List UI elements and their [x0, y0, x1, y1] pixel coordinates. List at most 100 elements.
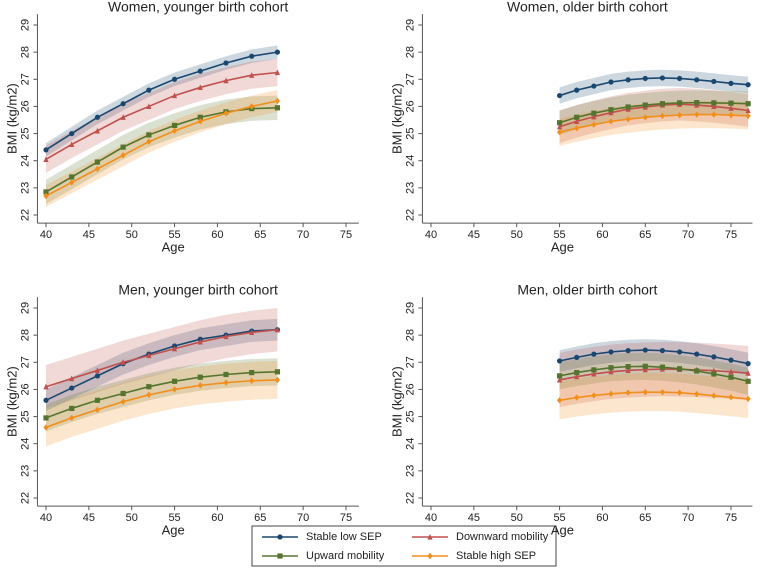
chart-title: Women, older birth cohort [507, 0, 668, 15]
marker [249, 377, 255, 384]
x-tick-label: 65 [254, 512, 266, 524]
marker [274, 69, 281, 76]
y-tick-label: 28 [19, 329, 31, 341]
marker [728, 368, 734, 375]
x-tick-label: 45 [83, 229, 95, 241]
marker [659, 75, 666, 81]
marker [591, 370, 597, 377]
marker [694, 351, 700, 357]
marker [556, 376, 563, 383]
confidence-band [559, 373, 749, 420]
y-tick-label: 26 [404, 383, 416, 395]
legend-marker [277, 534, 283, 540]
marker [591, 351, 597, 357]
marker [574, 87, 580, 93]
marker [274, 369, 281, 375]
marker [146, 352, 152, 359]
marker [69, 414, 75, 422]
x-axis-label: Age [162, 240, 185, 255]
x-tick-label: 70 [682, 229, 694, 241]
y-tick-label: 25 [404, 127, 416, 139]
marker [591, 83, 597, 89]
marker [197, 118, 203, 125]
marker [591, 110, 597, 116]
y-tick-label: 24 [404, 155, 416, 167]
marker [728, 394, 734, 401]
y-tick-label: 28 [19, 46, 31, 58]
marker [223, 60, 229, 66]
x-axis-label: Age [551, 240, 574, 255]
x-tick-label: 70 [682, 512, 694, 524]
series-line [559, 349, 749, 365]
chart-title: Women, younger birth cohort [108, 0, 288, 15]
marker [223, 379, 229, 386]
y-tick-label: 23 [404, 182, 416, 194]
legend-label: Downward mobility [456, 531, 549, 543]
x-tick-label: 50 [511, 512, 523, 524]
y-tick-label: 29 [19, 19, 31, 31]
marker [69, 375, 75, 382]
y-tick-label: 29 [19, 302, 31, 314]
marker [711, 354, 717, 360]
y-tick-label: 24 [19, 155, 31, 167]
y-tick-label: 24 [19, 438, 31, 450]
legend-label: Stable high SEP [456, 550, 536, 562]
x-tick-label: 70 [297, 229, 309, 241]
series-line [45, 328, 278, 388]
series-line [45, 328, 278, 402]
y-tick-label: 22 [19, 209, 31, 221]
y-tick-label: 27 [19, 356, 31, 368]
legend-marker [277, 553, 283, 559]
marker [728, 357, 734, 363]
marker [556, 92, 563, 99]
marker [146, 384, 152, 390]
y-tick-label: 22 [19, 492, 31, 504]
confidence-band [559, 341, 749, 408]
marker [745, 82, 751, 88]
marker [642, 347, 648, 353]
marker [694, 77, 700, 83]
marker [69, 141, 75, 148]
confidence-band [46, 360, 278, 447]
y-tick-label: 23 [19, 182, 31, 194]
marker [223, 371, 229, 378]
marker [745, 370, 751, 376]
marker [728, 105, 734, 111]
series-line [45, 71, 278, 161]
marker [728, 80, 734, 86]
series-line [559, 103, 749, 128]
marker [745, 101, 751, 107]
marker [694, 390, 700, 398]
confidence-band [46, 95, 278, 205]
marker [608, 79, 614, 85]
confidence-band [46, 358, 278, 432]
marker [94, 406, 101, 413]
confidence-band [559, 352, 749, 395]
marker [274, 105, 281, 111]
marker [43, 383, 49, 390]
marker [120, 152, 126, 159]
y-tick-label: 29 [404, 302, 416, 314]
marker [694, 111, 700, 118]
marker [146, 87, 152, 93]
marker [249, 329, 255, 336]
series-line [559, 101, 749, 124]
marker [556, 120, 563, 126]
marker [608, 107, 614, 113]
marker [120, 359, 126, 365]
marker [197, 114, 203, 120]
marker [745, 378, 751, 384]
marker [556, 373, 563, 379]
x-tick-label: 50 [126, 229, 138, 241]
marker [574, 373, 580, 380]
confidence-band [559, 87, 749, 144]
legend-label: Stable low SEP [306, 531, 382, 543]
y-tick-label: 22 [404, 209, 416, 221]
marker [274, 49, 281, 55]
marker [556, 397, 563, 404]
confidence-band [46, 318, 278, 412]
marker [43, 156, 49, 162]
y-tick-label: 27 [404, 356, 416, 368]
x-tick-label: 60 [211, 512, 223, 524]
